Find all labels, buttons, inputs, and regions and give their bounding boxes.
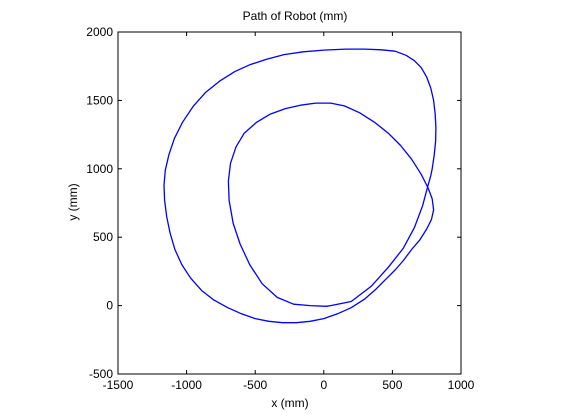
y-axis-label: y (mm) [66,183,80,220]
y-tick-label: 500 [93,230,113,244]
x-axis-label: x (mm) [271,396,308,410]
y-tick-label: -500 [89,367,113,381]
axes-frame [117,31,462,375]
robot-path-line [163,48,437,324]
y-tick-label: 0 [106,299,113,313]
x-tick-label: 1000 [448,378,475,392]
x-tick-label: 500 [382,378,402,392]
y-tick-label: 1000 [86,162,113,176]
x-tick-label: -1000 [171,378,202,392]
y-tick-label: 1500 [86,93,113,107]
plot-area: -1500 -1000 -500 0 500 1000 -500 0 500 1000 1500 20… [86,25,474,392]
x-tick-label: 0 [320,378,327,392]
x-tick-label: -1500 [103,378,134,392]
y-tick-label: 2000 [86,25,113,39]
x-tick-label: -500 [243,378,267,392]
chart-title: Path of Robot (mm) [243,9,348,23]
